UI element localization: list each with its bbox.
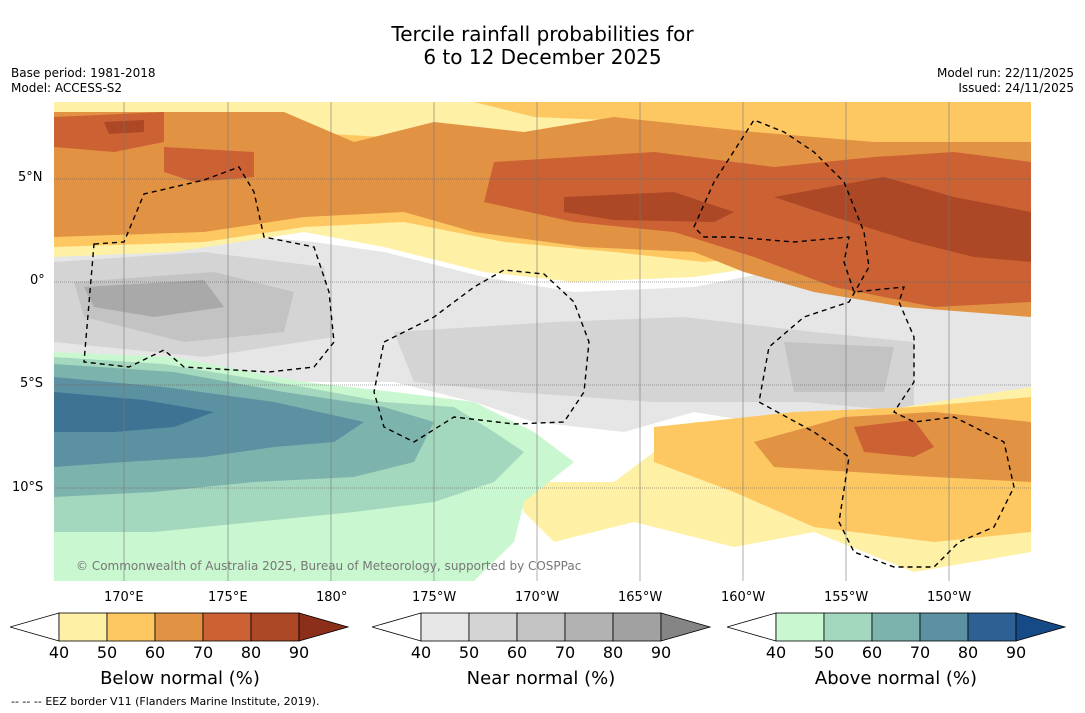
model-run: Model run: 22/11/2025 [936, 66, 1074, 80]
colorbar-above-seg-50 [823, 612, 873, 642]
colorbar-below-svg [8, 612, 350, 642]
colorbar-near-tick-80: 80 [602, 643, 624, 662]
colorbar-near-tick-50: 50 [458, 643, 480, 662]
colorbar-near-normal [370, 612, 712, 644]
near-normal-70-region [84, 280, 224, 317]
colorbar-above-seg-70 [919, 612, 969, 642]
colorbar-below-seg-50 [106, 612, 156, 642]
colorbar-near-label: Near normal (%) [466, 668, 616, 689]
colorbar-below-seg-80 [250, 612, 300, 642]
map-panel: © Commonwealth of Australia 2025, Bureau… [54, 102, 1031, 581]
map-title-line2: 6 to 12 December 2025 [423, 45, 662, 69]
issued-date: Issued: 24/11/2025 [958, 81, 1074, 95]
above-normal-80-region [54, 392, 214, 432]
below-normal-south-70-region [854, 420, 934, 457]
lat-label-5s: 5°S [20, 376, 44, 391]
colorbar-near-tick-40: 40 [410, 643, 432, 662]
lon-label-170e: 170°E [104, 590, 144, 605]
colorbar-below-seg-40 [58, 612, 108, 642]
colorbar-above-label: Above normal (%) [814, 668, 978, 689]
colorbar-near-tick-90: 90 [650, 643, 672, 662]
lon-label-165w: 165°W [618, 590, 663, 605]
colorbar-above-tick-80: 80 [957, 643, 979, 662]
graticule [54, 178, 1031, 489]
map-title-line1: Tercile rainfall probabilities for [391, 22, 694, 46]
colorbar-near-seg-80 [612, 612, 662, 642]
colorbar-above-svg [725, 612, 1067, 642]
colorbar-near-seg-50 [468, 612, 518, 642]
lat-label-0: 0° [30, 273, 45, 288]
colorbar-below-normal [8, 612, 350, 644]
colorbar-near-seg-60 [516, 612, 566, 642]
colorbar-below-tick-50: 50 [96, 643, 118, 662]
base-period: Base period: 1981-2018 [11, 66, 156, 80]
colorbar-near-extend-high [660, 612, 712, 642]
colorbar-above-seg-80 [967, 612, 1017, 642]
below-normal-north-70-region [54, 112, 1031, 307]
copyright-note: © Commonwealth of Australia 2025, Bureau… [76, 559, 581, 573]
lon-label-175w: 175°W [412, 590, 457, 605]
colorbar-above-extend-high [1015, 612, 1067, 642]
colorbar-above-normal [725, 612, 1067, 644]
colorbar-below-seg-60 [154, 612, 204, 642]
colorbar-near-seg-70 [564, 612, 614, 642]
colorbar-near-extend-low [370, 612, 422, 642]
colorbar-above-seg-60 [871, 612, 921, 642]
eez-border-kiribati-west [83, 166, 335, 373]
colorbar-above-tick-50: 50 [813, 643, 835, 662]
colorbar-below-tick-90: 90 [288, 643, 310, 662]
below-normal-north-80-region [104, 120, 1031, 262]
lon-label-150w: 150°W [927, 590, 972, 605]
colorbar-below-extend-high [298, 612, 350, 642]
colorbar-near-svg [370, 612, 712, 642]
colorbar-near-seg-40 [420, 612, 470, 642]
lon-label-160w: 160°W [721, 590, 766, 605]
map-svg: © Commonwealth of Australia 2025, Bureau… [54, 102, 1031, 581]
colorbar-below-tick-80: 80 [240, 643, 262, 662]
eez-legend-note: -- -- -- EEZ border V11 (Flanders Marine… [11, 695, 319, 708]
eez-legend-text: EEZ border V11 (Flanders Marine Institut… [45, 695, 320, 708]
colorbar-below-tick-70: 70 [192, 643, 214, 662]
lon-label-155w: 155°W [824, 590, 869, 605]
colorbar-above-tick-40: 40 [765, 643, 787, 662]
lat-label-10s: 10°S [12, 480, 44, 495]
model-name: Model: ACCESS-S2 [11, 81, 123, 95]
colorbar-near-tick-70: 70 [554, 643, 576, 662]
colorbar-below-extend-low [8, 612, 60, 642]
colorbar-above-tick-60: 60 [861, 643, 883, 662]
colorbar-below-tick-40: 40 [48, 643, 70, 662]
eez-borders [83, 119, 1015, 568]
lon-label-170w: 170°W [515, 590, 560, 605]
graticule-meridians [123, 102, 950, 581]
eez-border-kiribati-east [693, 119, 1015, 568]
lon-label-180: 180° [316, 590, 348, 605]
colorbar-above-tick-90: 90 [1005, 643, 1027, 662]
colorbar-near-tick-60: 60 [506, 643, 528, 662]
lon-label-175e: 175°E [208, 590, 248, 605]
lat-label-5n: 5°N [18, 170, 43, 185]
eez-border-tokelau [373, 269, 590, 443]
colorbar-above-seg-40 [775, 612, 825, 642]
near-normal-50-region [54, 242, 914, 412]
eez-legend-marker: -- -- -- [11, 695, 42, 708]
near-normal-60-region [74, 272, 894, 392]
colorbar-below-tick-60: 60 [144, 643, 166, 662]
colorbar-below-label: Below normal (%) [100, 668, 260, 689]
colorbar-above-tick-70: 70 [909, 643, 931, 662]
colorbar-above-extend-low [725, 612, 777, 642]
colorbar-below-seg-70 [202, 612, 252, 642]
